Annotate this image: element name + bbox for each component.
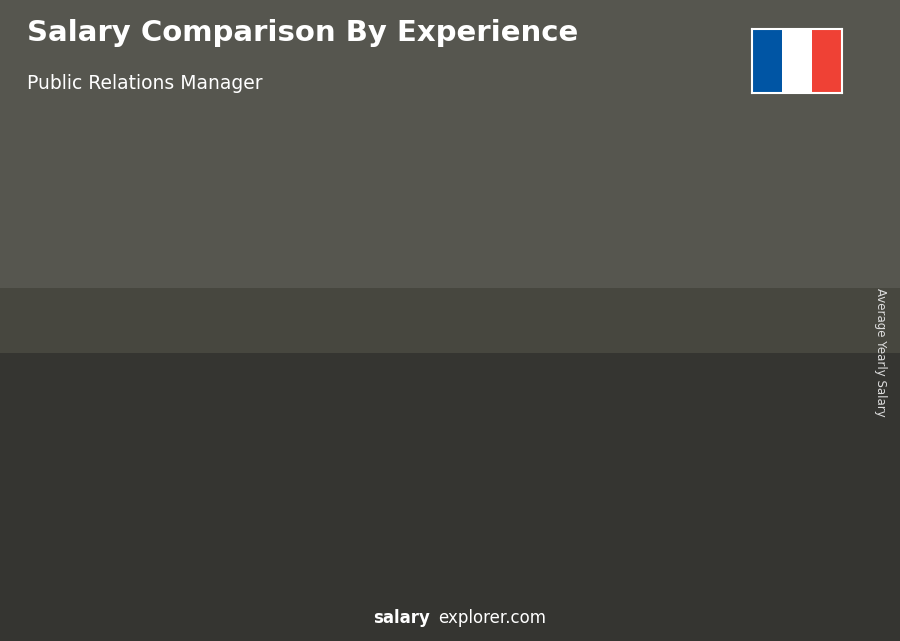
Bar bbox=[380, 345, 386, 564]
Polygon shape bbox=[435, 298, 515, 307]
Text: Public Relations Manager: Public Relations Manager bbox=[27, 74, 263, 93]
Polygon shape bbox=[191, 392, 272, 399]
Polygon shape bbox=[386, 338, 393, 564]
Text: 86,400 EUR: 86,400 EUR bbox=[438, 279, 519, 293]
Text: +26%: +26% bbox=[141, 348, 195, 366]
Polygon shape bbox=[629, 271, 636, 564]
Bar bbox=[0, 353, 900, 641]
Text: +6%: +6% bbox=[634, 206, 676, 225]
Bar bbox=[191, 399, 265, 564]
Bar bbox=[258, 399, 265, 564]
Text: 102,000 EUR: 102,000 EUR bbox=[681, 231, 771, 245]
Bar bbox=[0, 0, 900, 288]
Text: explorer.com: explorer.com bbox=[438, 609, 546, 627]
Bar bbox=[501, 307, 508, 564]
Polygon shape bbox=[265, 392, 272, 564]
Bar bbox=[69, 433, 142, 564]
Bar bbox=[137, 433, 142, 564]
Polygon shape bbox=[69, 428, 150, 433]
Text: +18%: +18% bbox=[384, 254, 438, 272]
Bar bbox=[752, 29, 781, 93]
Polygon shape bbox=[556, 271, 636, 280]
Text: 44,100 EUR: 44,100 EUR bbox=[73, 408, 155, 422]
Bar bbox=[556, 280, 629, 564]
Bar bbox=[678, 261, 751, 564]
Polygon shape bbox=[678, 251, 758, 261]
Text: 95,500 EUR: 95,500 EUR bbox=[560, 251, 641, 265]
Polygon shape bbox=[142, 428, 150, 564]
Bar bbox=[745, 261, 751, 564]
Polygon shape bbox=[751, 251, 758, 564]
Polygon shape bbox=[508, 298, 515, 564]
Text: 55,700 EUR: 55,700 EUR bbox=[195, 372, 276, 387]
Text: Salary Comparison By Experience: Salary Comparison By Experience bbox=[27, 19, 578, 47]
Bar bbox=[781, 29, 812, 93]
Text: 73,400 EUR: 73,400 EUR bbox=[317, 319, 398, 332]
Bar bbox=[812, 29, 842, 93]
Bar bbox=[624, 280, 629, 564]
Bar bbox=[313, 345, 386, 564]
Text: salary: salary bbox=[374, 609, 430, 627]
Text: +11%: +11% bbox=[507, 226, 560, 244]
Text: +32%: +32% bbox=[263, 294, 317, 312]
Bar bbox=[435, 307, 508, 564]
Polygon shape bbox=[313, 338, 393, 345]
Text: Average Yearly Salary: Average Yearly Salary bbox=[874, 288, 886, 417]
